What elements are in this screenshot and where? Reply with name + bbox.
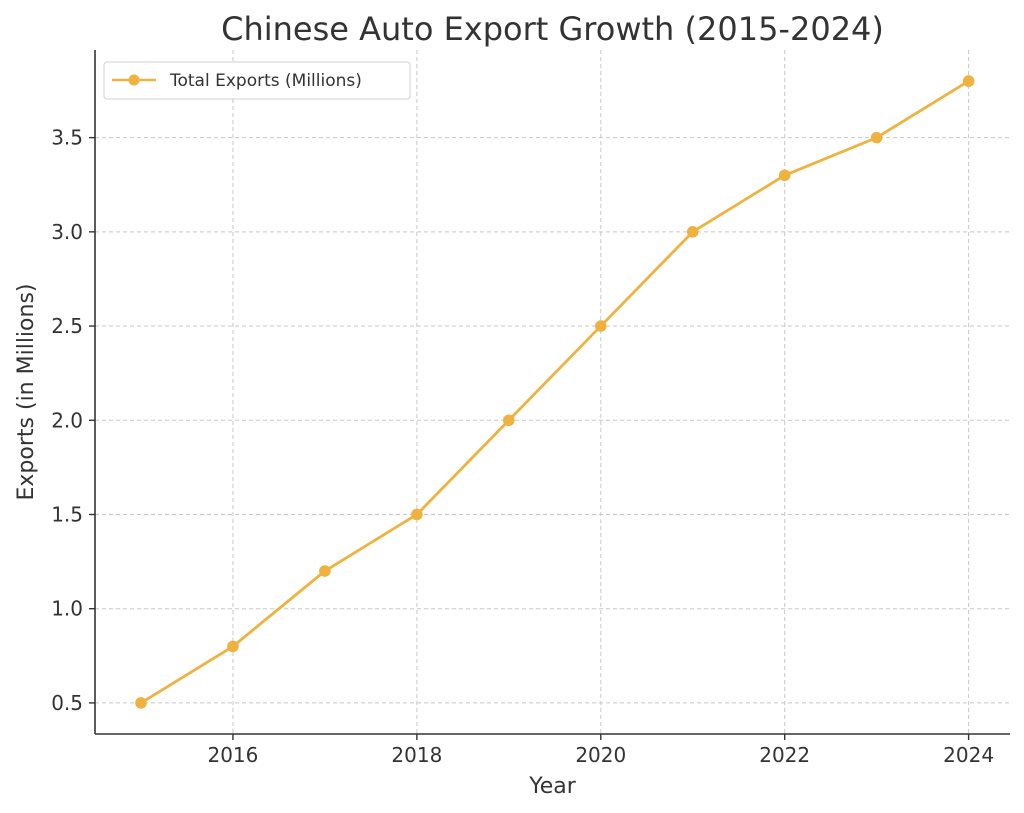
grid [95, 50, 1010, 734]
data-point [962, 75, 975, 87]
x-axis-ticks: 2016 2018 2020 2022 2024 [207, 734, 994, 767]
x-tick-label: 2024 [943, 743, 994, 767]
axes [94, 50, 1010, 735]
data-point [135, 697, 147, 709]
legend-marker-swatch [128, 74, 140, 86]
data-point [778, 169, 791, 182]
y-tick-label: 2.0 [51, 408, 83, 432]
y-tick-label: 2.5 [51, 314, 83, 338]
y-tick-label: 0.5 [51, 691, 83, 715]
y-axis-ticks: 0.5 1.0 1.5 2.0 2.5 3.0 3.5 [51, 126, 95, 715]
y-tick-label: 3.0 [51, 220, 83, 244]
x-tick-label: 2018 [391, 743, 442, 767]
chart-title: Chinese Auto Export Growth (2015-2024) [221, 10, 884, 48]
data-point [319, 565, 331, 577]
x-tick-label: 2020 [575, 743, 626, 767]
series-group [135, 75, 975, 709]
y-tick-label: 1.5 [51, 502, 83, 526]
series-line [139, 79, 971, 705]
data-point [227, 640, 239, 653]
y-tick-label: 1.0 [51, 597, 83, 621]
data-point [503, 414, 515, 427]
data-point [411, 508, 423, 521]
data-point [870, 131, 883, 144]
x-tick-label: 2022 [759, 743, 810, 767]
x-tick-label: 2016 [207, 743, 258, 767]
data-point [594, 320, 607, 332]
legend: Total Exports (Millions) [103, 61, 411, 100]
legend-label: Total Exports (Millions) [169, 71, 362, 91]
y-tick-label: 3.5 [51, 126, 83, 150]
y-axis-label: Exports (in Millions) [14, 284, 39, 501]
x-axis-label: Year [528, 774, 577, 799]
data-point [686, 226, 699, 238]
legend-box [103, 61, 411, 100]
